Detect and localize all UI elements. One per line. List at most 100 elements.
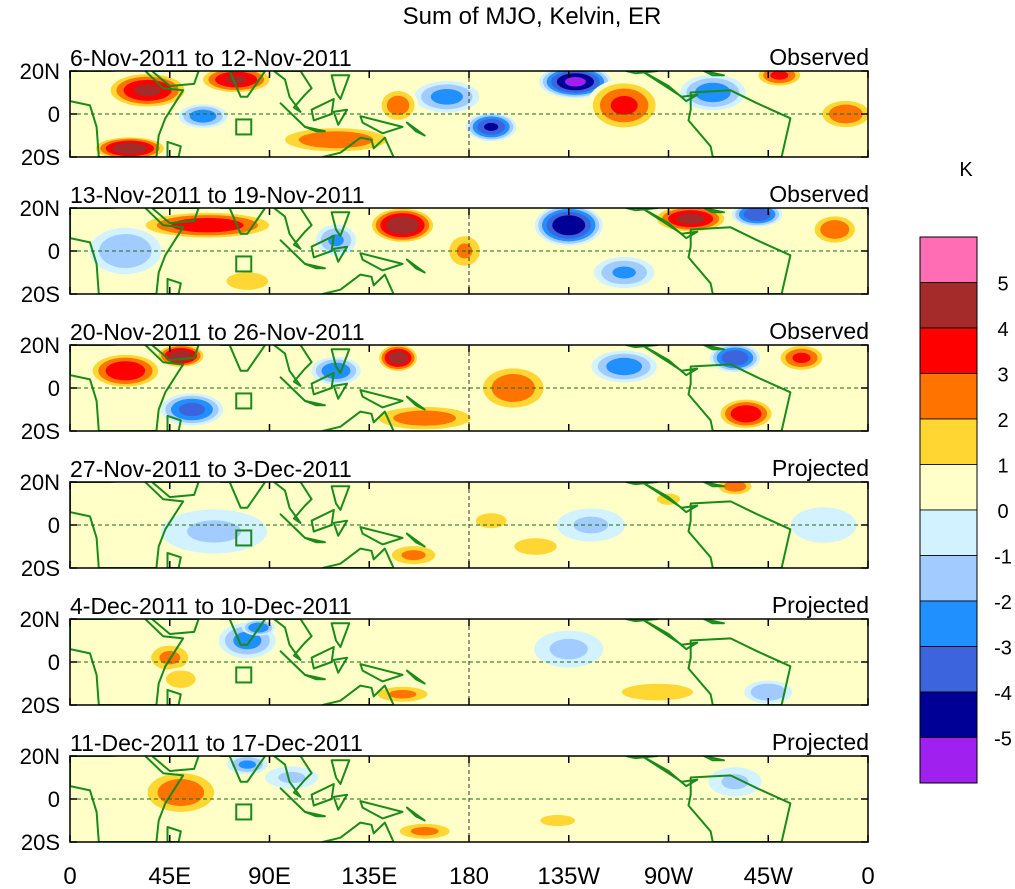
contour-level xyxy=(676,213,705,225)
panel-date-range: 20-Nov-2011 to 26-Nov-2011 xyxy=(70,319,365,345)
anomaly-blob xyxy=(91,136,168,157)
contour-level xyxy=(743,208,771,222)
colorbar-tick-label: -2 xyxy=(994,592,1012,614)
coastline xyxy=(70,71,185,157)
colorbar-tick-label: 0 xyxy=(997,501,1008,523)
colorbar-tick-label: 3 xyxy=(997,365,1008,387)
contour-level xyxy=(430,89,463,105)
coastline xyxy=(166,552,182,568)
contour-level xyxy=(388,690,417,699)
coastline xyxy=(321,410,395,431)
x-tick-label: 0 xyxy=(63,863,76,889)
panel-status: Observed xyxy=(769,44,869,70)
panel-1: 20N 0 20S 6-Nov-2011 to 12-Nov-2011 Observed xyxy=(20,44,869,170)
colorbar-tick-label: 1 xyxy=(997,456,1008,478)
panel-date-range: 6-Nov-2011 to 12-Nov-2011 xyxy=(70,45,352,71)
anomaly-blob xyxy=(376,345,420,373)
coastline xyxy=(330,74,351,100)
contour-level xyxy=(820,220,850,239)
coastline xyxy=(279,376,306,402)
index-box xyxy=(235,392,253,410)
coastline xyxy=(304,262,326,270)
anomaly-blob xyxy=(460,506,522,536)
contour-level xyxy=(723,482,747,492)
x-tick-label: 90E xyxy=(248,863,291,889)
anomaly-blob xyxy=(414,81,480,113)
coastline xyxy=(219,345,267,372)
y-tick-label: 20S xyxy=(21,145,60,170)
contour-level xyxy=(730,405,762,423)
y-tick-label: 0 xyxy=(48,102,60,127)
coastline xyxy=(279,102,306,128)
y-tick-label: 20N xyxy=(20,59,60,84)
panel-plot-area xyxy=(70,71,868,157)
index-box xyxy=(235,666,253,684)
coastline xyxy=(332,519,349,537)
coastline xyxy=(359,115,404,135)
contour-level xyxy=(770,71,789,80)
anomaly-blob xyxy=(810,213,860,246)
contour-level xyxy=(552,215,586,236)
x-tick-label: 0 xyxy=(861,863,874,889)
panel-6: 20N 0 20S 11-Dec-2011 to 17-Dec-2011 Project… xyxy=(20,729,869,855)
coastline xyxy=(625,619,659,623)
coastline xyxy=(321,684,395,705)
anomaly-blob xyxy=(680,74,746,111)
anomaly-blob xyxy=(160,393,224,426)
panel-status: Observed xyxy=(769,181,869,207)
anomaly-blob xyxy=(591,350,657,383)
colorbar-tick-label: 4 xyxy=(997,319,1008,341)
contour-level xyxy=(388,351,408,365)
coastline xyxy=(703,482,725,488)
coastline xyxy=(703,208,725,214)
colorbar-bin xyxy=(919,509,978,556)
colorbar-bin xyxy=(919,373,978,420)
coastline xyxy=(405,121,426,137)
index-box xyxy=(235,118,253,136)
y-tick-label: 0 xyxy=(48,513,60,538)
coastline xyxy=(151,208,200,225)
contour-level xyxy=(475,513,507,529)
coastline xyxy=(304,673,326,681)
anomaly-blob xyxy=(265,766,319,789)
coastline xyxy=(687,89,792,157)
contour-level xyxy=(328,234,344,247)
contour-level xyxy=(721,350,749,366)
y-tick-label: 0 xyxy=(48,650,60,675)
colorbar-bin xyxy=(919,236,978,283)
coastline xyxy=(272,208,313,250)
y-tick-label: 20N xyxy=(20,744,60,769)
coastline xyxy=(687,774,792,842)
coastline xyxy=(166,689,182,705)
x-tick-label: 135W xyxy=(537,863,600,889)
y-tick-label: 20S xyxy=(21,693,60,718)
coastline xyxy=(279,787,306,813)
panel-date-range: 13-Nov-2011 to 19-Nov-2011 xyxy=(70,182,365,208)
coastline xyxy=(703,756,725,762)
colorbar-frame xyxy=(919,236,978,784)
contour-level xyxy=(134,84,161,97)
chart-title: Sum of MJO, Kelvin, ER xyxy=(403,3,662,30)
coastlines xyxy=(70,619,792,705)
coastline xyxy=(70,208,185,294)
anomaly-blob xyxy=(776,345,827,372)
coastline xyxy=(70,756,185,842)
anomaly-blob xyxy=(714,482,756,497)
contour-level xyxy=(105,361,146,381)
coastline xyxy=(703,345,725,351)
coastline xyxy=(625,345,659,349)
panel-status: Observed xyxy=(769,318,869,344)
y-tick-label: 20S xyxy=(21,419,60,444)
coastline xyxy=(219,71,267,98)
panel-2: 20N 0 20S 13-Nov-2011 to 19-Nov-2011 Observe… xyxy=(20,181,869,307)
contour-level xyxy=(278,771,306,784)
coastline xyxy=(640,756,699,788)
contour-level xyxy=(612,266,636,279)
contour-level xyxy=(298,131,374,149)
anomaly-blob xyxy=(274,125,398,154)
panel-3: 20N 0 20S 20-Nov-2011 to 26-Nov-2011 Observe… xyxy=(20,318,869,444)
coastline xyxy=(272,71,313,113)
coastline xyxy=(219,208,267,235)
contour-level xyxy=(610,96,638,115)
